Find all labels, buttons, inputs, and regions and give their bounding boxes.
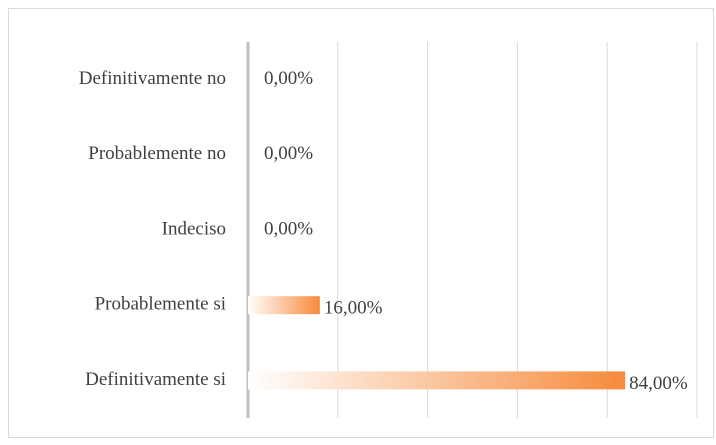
data-label: 0,00% <box>264 143 313 164</box>
y-tick-label: Probablemente si <box>95 294 226 315</box>
data-label: 0,00% <box>264 68 313 89</box>
y-tick-label: Indeciso <box>162 218 226 239</box>
chart-border <box>8 8 714 438</box>
data-label: 84,00% <box>629 373 688 394</box>
data-label: 16,00% <box>324 298 383 319</box>
y-tick-label: Probablemente no <box>88 143 226 164</box>
data-label: 0,00% <box>264 218 313 239</box>
bar <box>248 296 320 315</box>
y-tick-label: Definitivamente no <box>79 68 226 89</box>
bar <box>248 371 626 390</box>
y-tick-label: Definitivamente si <box>85 369 226 390</box>
